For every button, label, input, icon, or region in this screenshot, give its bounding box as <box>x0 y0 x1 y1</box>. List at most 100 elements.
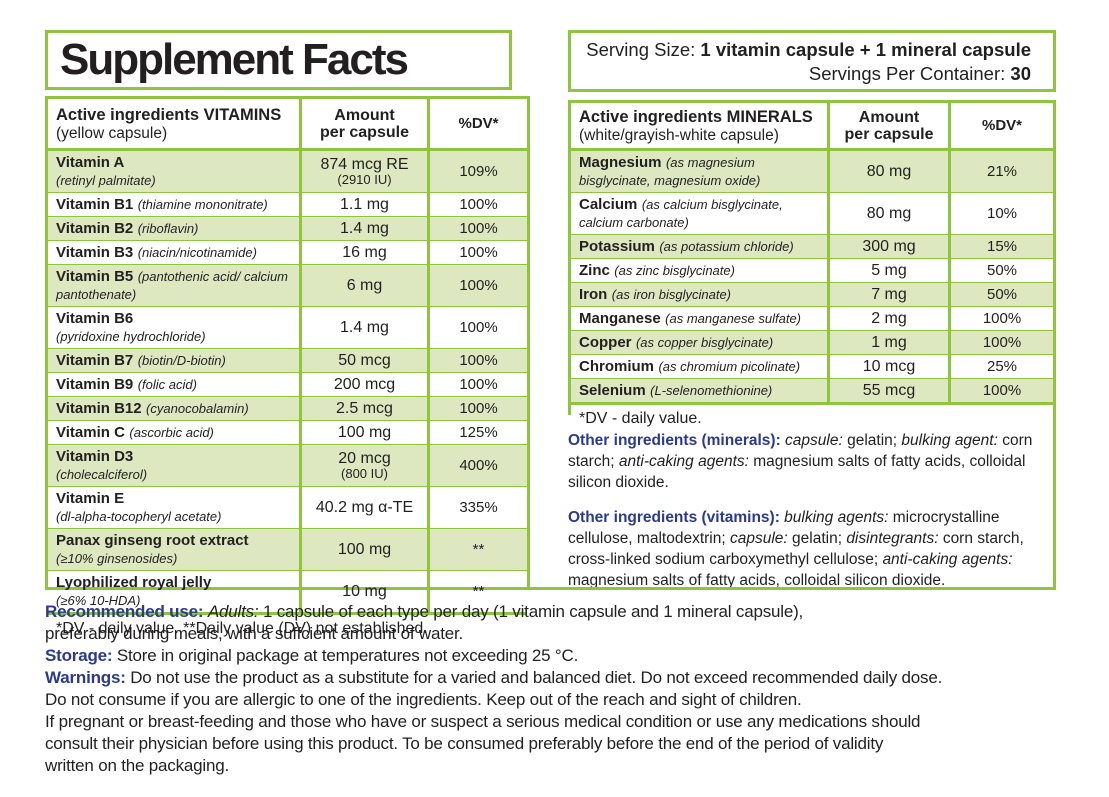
ingredient-chemical-form: (L-selenomethionine) <box>650 383 773 398</box>
dv-cell: 100% <box>948 331 1053 354</box>
ingredient-name: Panax ginseng root extract <box>56 532 249 549</box>
table-row: Vitamin B2 (riboflavin) 1.4 mg 100% <box>48 216 527 240</box>
ingredient-chemical-form: (as potassium chloride) <box>659 239 794 254</box>
text-segment: gelatin; <box>847 432 902 449</box>
ingredient-name: Calcium <box>579 196 638 213</box>
ingredient-chemical-form: (ascorbic acid) <box>129 425 214 440</box>
ingredient-name: Vitamin B9 <box>56 376 134 393</box>
ingredient-chemical-form: (cholecalciferol) <box>56 467 148 482</box>
table-row: Vitamin B1 (thiamine mononitrate) 1.1 mg 1… <box>48 192 527 216</box>
table-row: Vitamin B5 (pantothenic acid/ calcium pa… <box>48 264 527 306</box>
text-segment: 1 vitamin capsule + 1 mineral capsule <box>700 39 1031 60</box>
minerals-header-name: Active ingredients MINERALS (white/grayi… <box>571 103 827 148</box>
dv-cell: 100% <box>427 307 527 348</box>
ingredient-chemical-form: (biotin/D-biotin) <box>137 353 226 368</box>
amount-value: 2 mg <box>871 310 907 327</box>
dv-cell: 50% <box>948 283 1053 306</box>
ingredient-name-cell: Vitamin D3 (cholecalciferol) <box>48 445 299 486</box>
text-segment: Adults: <box>207 602 263 621</box>
amount-cell: 874 mcg RE (2910 IU) <box>299 151 427 192</box>
serving-size-line: Serving Size: 1 vitamin capsule + 1 mine… <box>579 38 1031 62</box>
text-segment: Recommended use: <box>45 602 208 621</box>
amount-value: 10 mg <box>342 583 387 600</box>
vitamins-header-title: Active ingredients VITAMINS <box>56 105 282 124</box>
amount-cell: 1.4 mg <box>299 307 427 348</box>
table-row: Vitamin D3 (cholecalciferol) 20 mcg (800 IU… <box>48 444 527 486</box>
amount-value: 1.1 mg <box>340 196 389 213</box>
label-bottom-border <box>530 587 1056 590</box>
amount-value: 300 mg <box>862 238 916 255</box>
vitamins-header-subtitle: (yellow capsule) <box>56 124 168 142</box>
ingredient-chemical-form: (as calcium bisglycinate, calcium carbon… <box>579 197 783 230</box>
text-segment: microcrystalline cellulose, maltodextrin… <box>568 509 1000 547</box>
amount-cell: 6 mg <box>299 265 427 306</box>
amount-cell: 80 mg <box>827 193 948 234</box>
amount-value: 80 mg <box>866 163 912 180</box>
usage-line: If pregnant or breast-feeding and those … <box>45 711 1097 733</box>
ingredient-chemical-form: (as manganese sulfate) <box>665 311 802 326</box>
dv-cell: 100% <box>427 241 527 264</box>
amount-cell: 20 mcg (800 IU) <box>299 445 427 486</box>
dv-cell: 100% <box>427 217 527 240</box>
minerals-table: Active ingredients MINERALS (white/grayi… <box>568 100 1056 432</box>
title-box: Supplement Facts <box>45 30 512 90</box>
dv-cell: 100% <box>427 397 527 420</box>
usage-line: consult their physician before using thi… <box>45 733 1097 755</box>
ingredient-name: Vitamin B2 <box>56 220 134 237</box>
amount-value: 200 mcg <box>333 376 396 393</box>
dv-cell: 21% <box>948 151 1053 192</box>
ingredient-name-cell: Vitamin B12 (cyanocobalamin) <box>48 397 299 420</box>
ingredient-name: Vitamin B1 <box>56 196 134 213</box>
label-title: Supplement Facts <box>60 35 409 84</box>
amount-cell: 100 mg <box>299 421 427 444</box>
dv-cell: 100% <box>427 265 527 306</box>
minerals-header-subtitle: (white/grayish-white capsule) <box>579 126 779 144</box>
text-segment: magnesium salts of fatty acids, colloida… <box>568 453 1026 491</box>
amount-cell: 200 mcg <box>299 373 427 396</box>
dv-cell: 25% <box>948 355 1053 378</box>
table-row: Vitamin A (retinyl palmitate) 874 mcg RE (2… <box>48 151 527 192</box>
ingredient-name: Copper <box>579 334 632 351</box>
ingredient-name-cell: Zinc (as zinc bisglycinate) <box>571 259 827 282</box>
ingredient-name: Vitamin B5 <box>56 268 134 285</box>
text-segment: gelatin; <box>792 530 847 547</box>
dv-cell: 100% <box>427 193 527 216</box>
amount-cell: 10 mcg <box>827 355 948 378</box>
ingredient-name: Vitamin B12 <box>56 400 142 417</box>
amount-cell: 16 mg <box>299 241 427 264</box>
text-segment: Servings Per Container: <box>808 63 1011 84</box>
ingredient-chemical-form: (as iron bisglycinate) <box>611 287 732 302</box>
amount-value: 100 mg <box>337 541 392 558</box>
amount-cell: 1.1 mg <box>299 193 427 216</box>
ingredient-name-cell: Manganese (as manganese sulfate) <box>571 307 827 330</box>
ingredient-chemical-form: (cyanocobalamin) <box>146 401 249 416</box>
table-row: Vitamin B7 (biotin/D-biotin) 50 mcg 100% <box>48 348 527 372</box>
minerals-table-header: Active ingredients MINERALS (white/grayi… <box>571 103 1053 151</box>
ingredient-chemical-form: (thiamine mononitrate) <box>137 197 268 212</box>
table-row: Vitamin C (ascorbic acid) 100 mg 125% <box>48 420 527 444</box>
ingredient-name: Selenium <box>579 382 646 399</box>
dv-cell: 100% <box>948 379 1053 402</box>
ingredient-name-cell: Vitamin E (dl-alpha-tocopheryl acetate) <box>48 487 299 528</box>
ingredient-name: Vitamin D3 <box>56 448 134 465</box>
table-row: Panax ginseng root extract (≥10% ginsenos… <box>48 528 527 570</box>
usage-notes: Recommended use: Adults: 1 capsule of ea… <box>45 601 1097 777</box>
vitamins-rows: Vitamin A (retinyl palmitate) 874 mcg RE (2… <box>48 151 527 612</box>
text-segment: bulking agents: <box>784 509 893 526</box>
amount-value: 55 mcg <box>862 382 916 399</box>
text-segment: anti-caking agents: <box>618 453 754 470</box>
text-segment: If pregnant or breast-feeding and those … <box>45 712 921 731</box>
amount-cell: 5 mg <box>827 259 948 282</box>
amount-header-line1: Amount <box>334 106 395 124</box>
table-row: Vitamin B6 (pyridoxine hydrochloride) 1.4 … <box>48 306 527 348</box>
table-row: Chromium (as chromium picolinate) 10 mcg 2… <box>571 354 1053 378</box>
text-segment: capsule: <box>785 432 848 449</box>
text-segment: corn starch, cross-linked sodium carboxy… <box>568 530 1024 568</box>
ingredient-name: Vitamin B3 <box>56 244 134 261</box>
text-segment: preferably during meals, with a suffcien… <box>45 624 464 643</box>
amount-value: 6 mg <box>346 277 383 294</box>
ingredient-name: Magnesium <box>579 154 662 171</box>
ingredient-chemical-form: (dl-alpha-tocopheryl acetate) <box>56 509 222 524</box>
minerals-header-amount: Amount per capsule <box>827 103 948 148</box>
ingredient-name: Potassium <box>579 238 655 255</box>
